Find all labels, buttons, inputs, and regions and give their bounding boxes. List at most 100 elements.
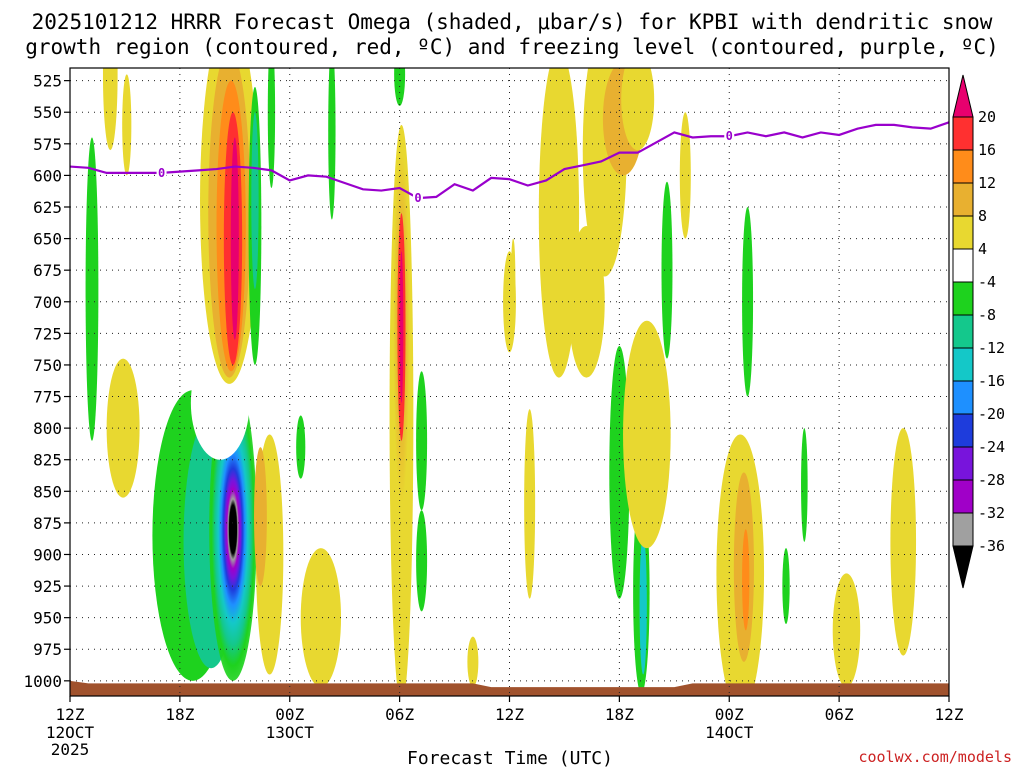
omega-shade-descent xyxy=(832,573,861,688)
omega-shade-descent xyxy=(106,358,140,498)
y-tick-label: 550 xyxy=(33,103,62,122)
omega-shade-ascent xyxy=(639,535,647,675)
colorbar: 20 16 12 8 4 -4 -8 -12 -16 -20 -24 -28 -32 -36 xyxy=(952,74,1005,589)
x-tick-label: 06Z xyxy=(825,705,854,724)
y-tick-label: 900 xyxy=(33,545,62,564)
omega-shade-descent xyxy=(122,74,132,176)
omega-shade-ascent xyxy=(801,428,808,542)
colorbar-label: -28 xyxy=(978,471,1005,489)
credit-text: coolwx.com/models xyxy=(858,748,1012,766)
colorbar-label: -36 xyxy=(978,537,1005,555)
chart-title-line1: 2025101212 HRRR Forecast Omega (shaded, … xyxy=(32,10,993,34)
freezing-level-label-bg xyxy=(412,191,423,206)
y-tick-label: 825 xyxy=(33,451,62,470)
omega-shading xyxy=(70,68,949,696)
colorbar-segment xyxy=(952,314,974,349)
x-axis-label: Forecast Time (UTC) xyxy=(407,748,613,768)
omega-shade-ascent xyxy=(782,548,790,624)
x-tick-label: 12Z xyxy=(495,705,524,724)
colorbar-segment xyxy=(952,182,974,217)
omega-shade-descent-max xyxy=(399,251,404,403)
colorbar-label: -24 xyxy=(978,438,1005,456)
omega-shade-ascent xyxy=(742,206,754,397)
omega-shade-ascent xyxy=(328,68,336,220)
y-tick-label: 750 xyxy=(33,356,62,375)
colorbar-label: -20 xyxy=(978,405,1005,423)
x-tick-label: 12Z xyxy=(56,705,85,724)
colorbar-segment xyxy=(952,149,974,184)
freezing-level-contour: 0 0 0 xyxy=(70,121,949,206)
x-tick-label: 18Z xyxy=(605,705,634,724)
y-tick-label: 875 xyxy=(33,514,62,533)
colorbar-label: -32 xyxy=(978,504,1005,522)
freezing-level-label: 0 xyxy=(414,191,421,205)
chart-title-line2: growth region (contoured, red, ºC) and f… xyxy=(25,35,999,59)
grid-lines xyxy=(69,68,950,696)
colorbar-segment xyxy=(952,446,974,481)
omega-shade-ascent xyxy=(661,181,673,359)
y-tick-label: 575 xyxy=(33,135,62,154)
freezing-level-label: 0 xyxy=(726,129,733,143)
y-tick-label: 1000 xyxy=(23,672,62,691)
omega-shade-descent xyxy=(742,529,750,631)
colorbar-segment xyxy=(952,347,974,382)
y-tick-label: 975 xyxy=(33,640,62,659)
colorbar-label: -16 xyxy=(978,372,1005,390)
freezing-level-label-bg xyxy=(156,165,167,180)
colorbar-top-arrow xyxy=(952,74,974,118)
freezing-level-label: 0 xyxy=(158,166,165,180)
y-tick-label: 925 xyxy=(33,577,62,596)
omega-shade-descent xyxy=(524,409,536,599)
y-tick-label: 800 xyxy=(33,419,62,438)
y-tick-label: 525 xyxy=(33,72,62,91)
plot-area: 0 0 0 xyxy=(69,67,950,697)
omega-shade-descent xyxy=(102,68,118,151)
colorbar-segment xyxy=(952,512,974,547)
colorbar-label: -12 xyxy=(978,339,1005,357)
colorbar-label: -8 xyxy=(978,306,996,324)
x-tick-label: 06Z xyxy=(385,705,414,724)
y-tick-label: 625 xyxy=(33,198,62,217)
x-tick-date-label: 13OCT xyxy=(266,723,315,742)
y-tick-label: 775 xyxy=(33,388,62,407)
omega-shade-descent-max xyxy=(230,137,239,340)
y-tick-label: 725 xyxy=(33,324,62,343)
colorbar-segment xyxy=(952,215,974,250)
colorbar-segment xyxy=(952,281,974,316)
freezing-level-label-bg xyxy=(724,129,735,144)
omega-shade-ascent xyxy=(416,510,428,612)
freezing-level-line xyxy=(70,121,949,200)
x-tick-year-label: 2025 xyxy=(51,740,90,759)
omega-shade-ascent xyxy=(85,137,99,441)
y-tick-label: 850 xyxy=(33,482,62,501)
omega-shade-ascent xyxy=(267,68,276,189)
colorbar-segment xyxy=(952,479,974,514)
omega-shade-descent xyxy=(300,548,342,688)
colorbar-label: 16 xyxy=(978,141,996,159)
y-tick-label: 650 xyxy=(33,230,62,249)
x-tick-date-label: 14OCT xyxy=(705,723,754,742)
colorbar-label: 12 xyxy=(978,174,996,192)
x-tick-label: 12Z xyxy=(935,705,964,724)
omega-shade-descent xyxy=(510,238,516,315)
colorbar-segment xyxy=(952,413,974,448)
omega-shade-ascent xyxy=(251,112,259,290)
y-tick-label: 600 xyxy=(33,166,62,185)
omega-shade-ascent xyxy=(416,371,428,511)
x-tick-date-label: 12OCT xyxy=(46,723,95,742)
omega-shade-descent xyxy=(679,112,691,239)
omega-shade-descent xyxy=(623,320,671,549)
omega-shade-ascent xyxy=(296,415,306,479)
x-tick-label: 18Z xyxy=(165,705,194,724)
omega-shade-descent xyxy=(890,428,917,656)
x-tick-label: 00Z xyxy=(275,705,304,724)
colorbar-label: 20 xyxy=(978,108,996,126)
colorbar-segment xyxy=(952,116,974,151)
colorbar-label: 8 xyxy=(978,207,987,225)
x-tick-label: 00Z xyxy=(715,705,744,724)
colorbar-segment xyxy=(952,380,974,415)
y-tick-label: 700 xyxy=(33,293,62,312)
y-tick-label: 950 xyxy=(33,609,62,628)
y-tick-label: 675 xyxy=(33,261,62,280)
